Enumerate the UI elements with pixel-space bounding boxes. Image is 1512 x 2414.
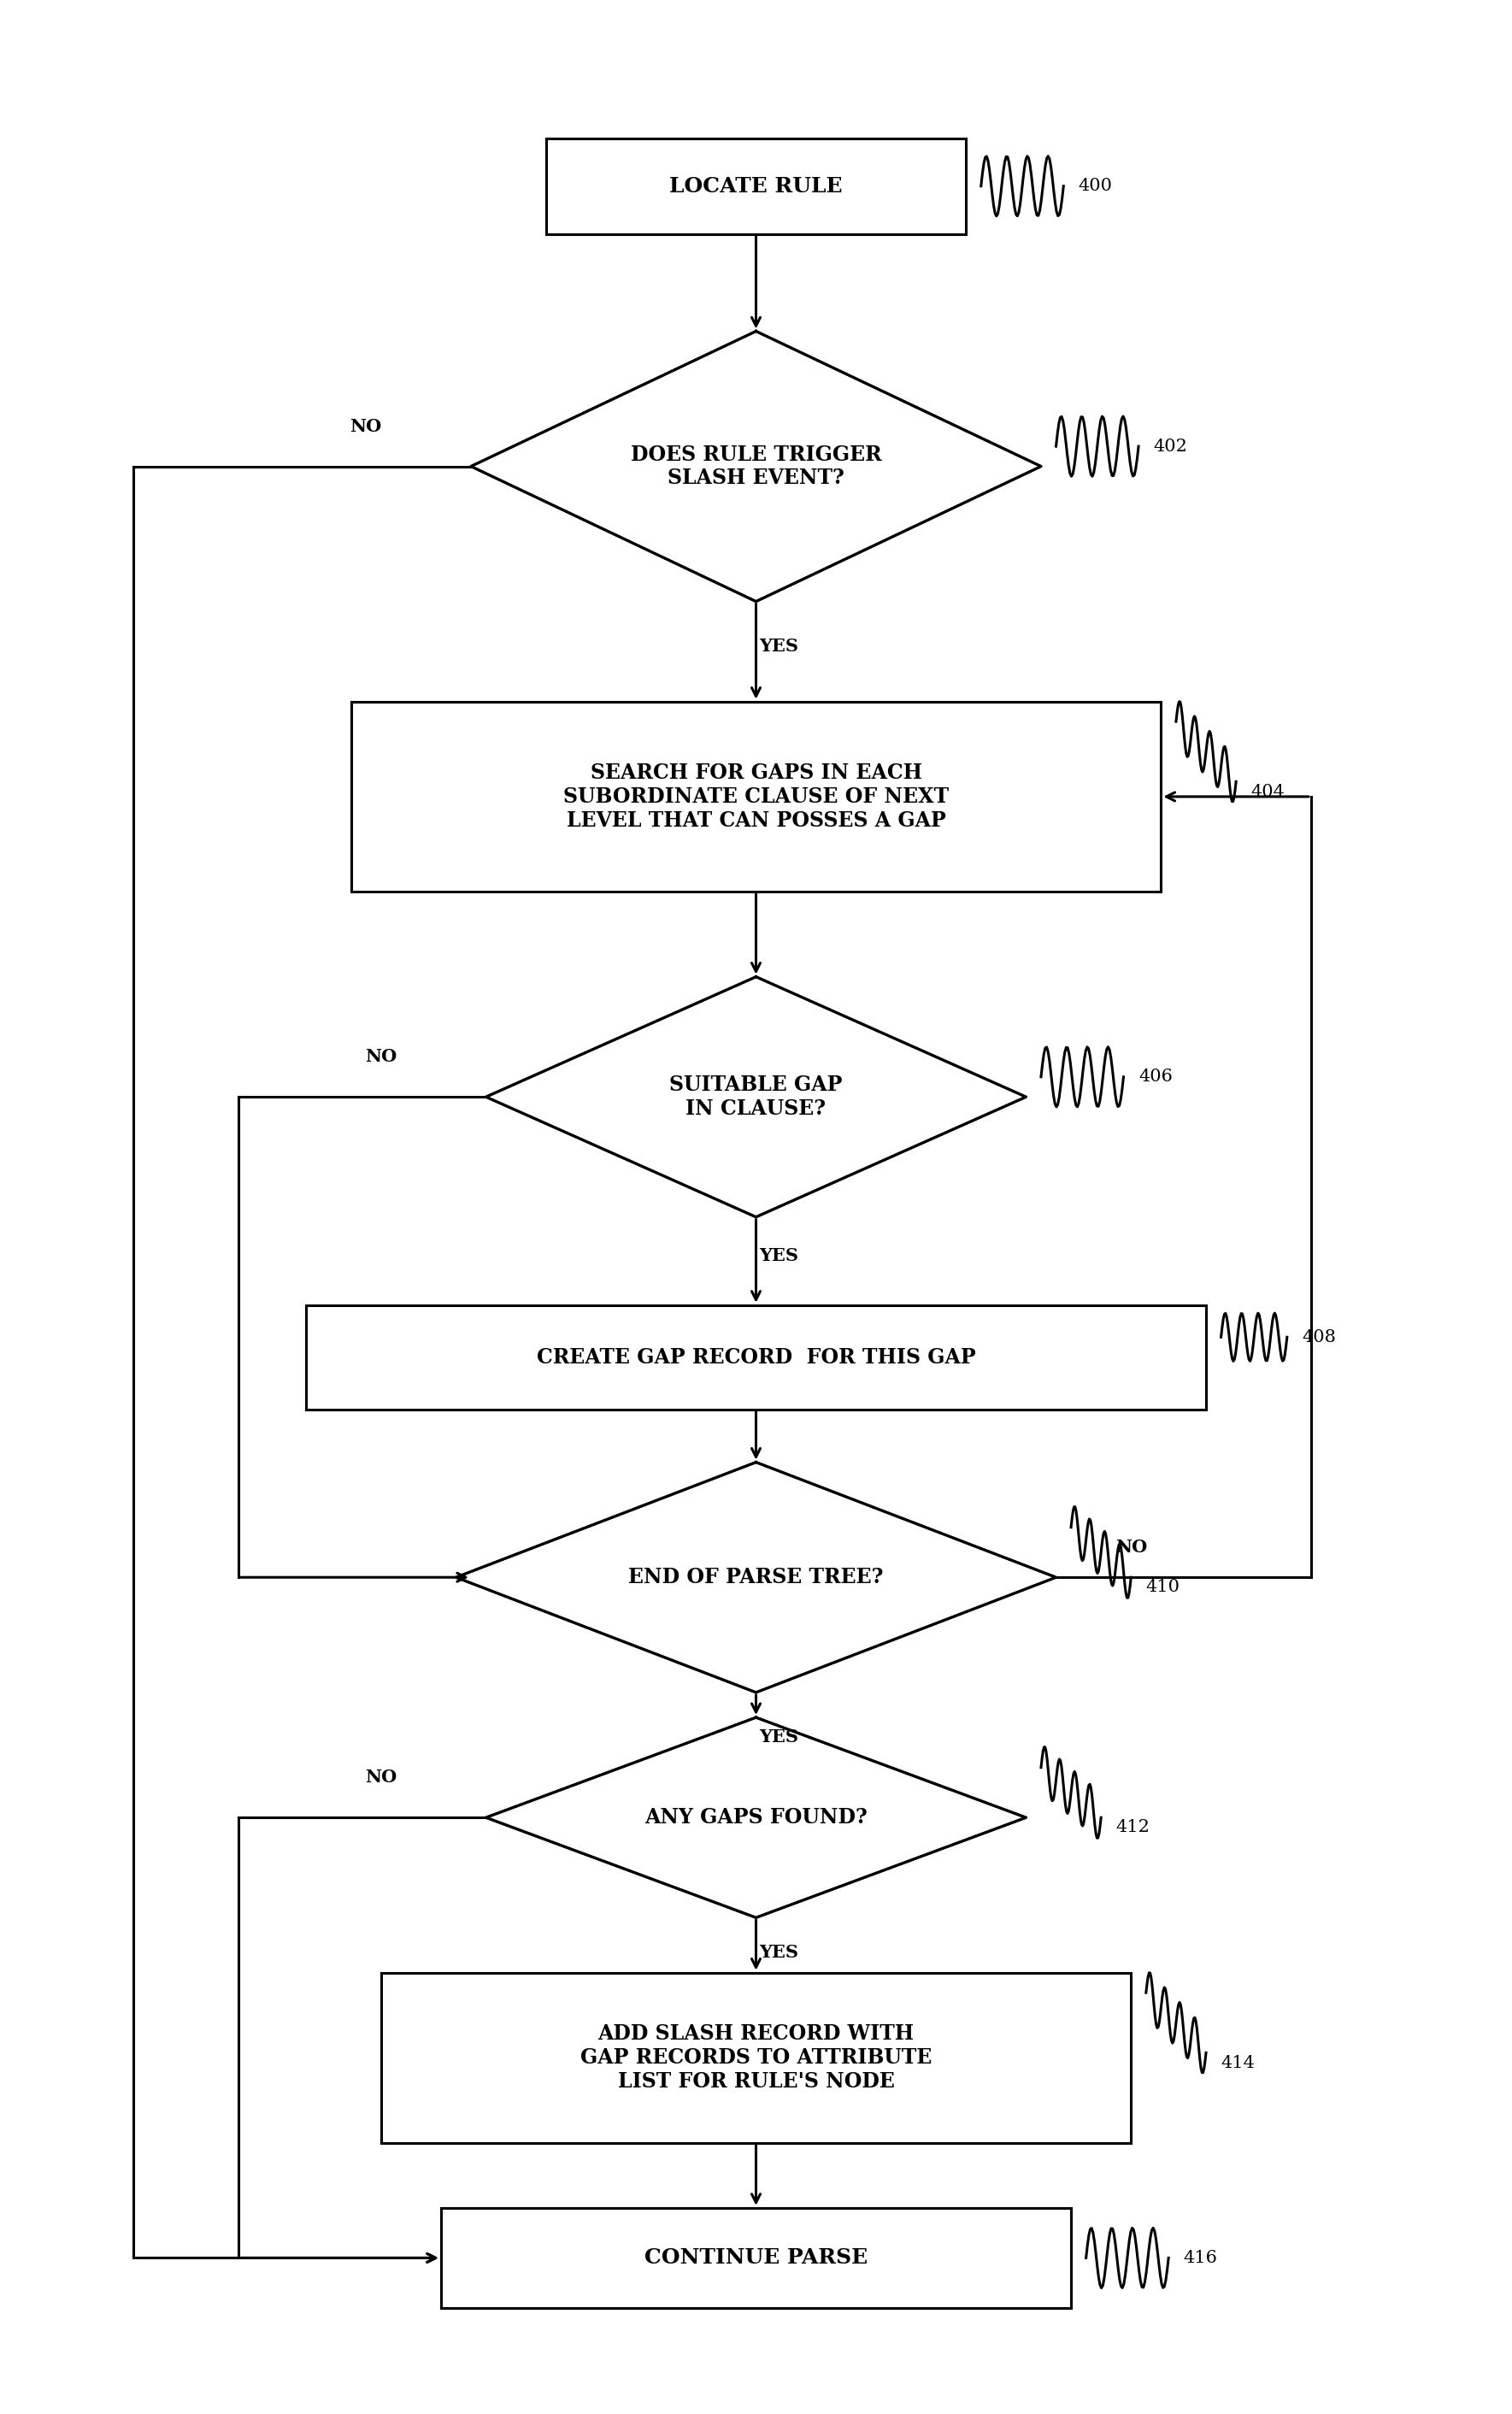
Text: YES: YES bbox=[759, 1728, 798, 1745]
Text: NO: NO bbox=[351, 418, 383, 435]
Text: 402: 402 bbox=[1154, 439, 1187, 454]
Text: SEARCH FOR GAPS IN EACH
SUBORDINATE CLAUSE OF NEXT
LEVEL THAT CAN POSSES A GAP: SEARCH FOR GAPS IN EACH SUBORDINATE CLAU… bbox=[562, 763, 950, 830]
Bar bbox=[546, 138, 966, 234]
Text: CONTINUE PARSE: CONTINUE PARSE bbox=[644, 2247, 868, 2269]
Text: NO: NO bbox=[364, 1048, 396, 1065]
Text: 408: 408 bbox=[1302, 1330, 1337, 1345]
Text: 406: 406 bbox=[1139, 1069, 1173, 1084]
Text: 410: 410 bbox=[1146, 1579, 1181, 1596]
Text: 404: 404 bbox=[1250, 785, 1285, 799]
Text: LOCATE RULE: LOCATE RULE bbox=[670, 176, 842, 196]
Text: YES: YES bbox=[759, 637, 798, 654]
Text: YES: YES bbox=[759, 1943, 798, 1960]
Text: 416: 416 bbox=[1184, 2250, 1217, 2267]
Text: DOES RULE TRIGGER
SLASH EVENT?: DOES RULE TRIGGER SLASH EVENT? bbox=[631, 444, 881, 488]
Polygon shape bbox=[457, 1463, 1055, 1692]
Bar bbox=[381, 1972, 1131, 2144]
Text: 400: 400 bbox=[1078, 179, 1113, 193]
Text: NO: NO bbox=[1116, 1538, 1148, 1557]
Polygon shape bbox=[485, 978, 1027, 1217]
Text: END OF PARSE TREE?: END OF PARSE TREE? bbox=[629, 1567, 883, 1588]
Polygon shape bbox=[470, 331, 1042, 601]
Bar bbox=[351, 702, 1161, 891]
Text: ANY GAPS FOUND?: ANY GAPS FOUND? bbox=[644, 1808, 868, 1827]
Polygon shape bbox=[485, 1716, 1027, 1917]
Text: 412: 412 bbox=[1116, 1820, 1151, 1835]
Text: YES: YES bbox=[759, 1248, 798, 1265]
Text: NO: NO bbox=[364, 1769, 396, 1786]
Text: SUITABLE GAP
IN CLAUSE?: SUITABLE GAP IN CLAUSE? bbox=[670, 1074, 842, 1120]
Bar bbox=[305, 1306, 1207, 1410]
Text: ADD SLASH RECORD WITH
GAP RECORDS TO ATTRIBUTE
LIST FOR RULE'S NODE: ADD SLASH RECORD WITH GAP RECORDS TO ATT… bbox=[581, 2023, 931, 2093]
Bar bbox=[442, 2209, 1070, 2308]
Text: 414: 414 bbox=[1222, 2054, 1255, 2071]
Text: CREATE GAP RECORD  FOR THIS GAP: CREATE GAP RECORD FOR THIS GAP bbox=[537, 1347, 975, 1366]
